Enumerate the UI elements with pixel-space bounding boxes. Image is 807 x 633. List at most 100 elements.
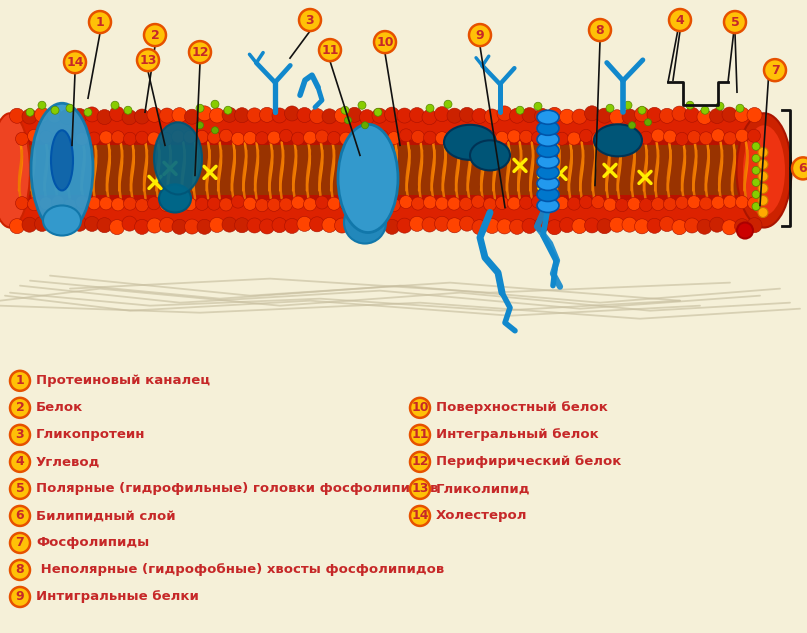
Circle shape: [747, 197, 760, 210]
Circle shape: [634, 219, 650, 234]
Text: Поверхностный белок: Поверхностный белок: [436, 401, 608, 415]
Circle shape: [758, 184, 768, 194]
Circle shape: [319, 39, 341, 61]
Circle shape: [397, 218, 412, 233]
Text: 11: 11: [321, 44, 339, 56]
Circle shape: [509, 108, 525, 123]
Circle shape: [374, 108, 382, 116]
Text: Фосфолипиды: Фосфолипиды: [36, 536, 149, 549]
Circle shape: [675, 196, 688, 210]
Circle shape: [736, 104, 744, 112]
Circle shape: [700, 132, 713, 145]
Ellipse shape: [470, 141, 510, 170]
Circle shape: [410, 506, 430, 526]
Circle shape: [10, 425, 30, 445]
Circle shape: [272, 218, 287, 233]
Text: 4: 4: [675, 13, 684, 27]
Circle shape: [260, 108, 274, 122]
Circle shape: [352, 197, 365, 211]
Circle shape: [51, 106, 59, 114]
Circle shape: [387, 132, 400, 144]
Circle shape: [359, 219, 374, 234]
Circle shape: [675, 132, 688, 146]
Circle shape: [752, 203, 760, 210]
Circle shape: [210, 217, 224, 232]
Circle shape: [672, 106, 687, 121]
Circle shape: [522, 108, 537, 123]
Circle shape: [123, 132, 136, 145]
Circle shape: [22, 109, 37, 124]
Circle shape: [85, 216, 99, 232]
Circle shape: [663, 197, 676, 211]
Circle shape: [235, 108, 249, 123]
Circle shape: [40, 130, 52, 144]
Text: Холестерол: Холестерол: [436, 510, 528, 522]
Circle shape: [448, 197, 461, 210]
Circle shape: [183, 197, 196, 211]
Circle shape: [111, 131, 124, 144]
Circle shape: [299, 9, 321, 31]
Circle shape: [122, 216, 137, 231]
Circle shape: [589, 19, 611, 41]
Circle shape: [409, 108, 424, 123]
Circle shape: [87, 197, 101, 210]
Circle shape: [547, 220, 562, 235]
Circle shape: [72, 108, 87, 123]
Text: 2: 2: [15, 401, 24, 415]
Circle shape: [303, 198, 316, 211]
Circle shape: [197, 219, 212, 234]
Circle shape: [196, 122, 203, 128]
Circle shape: [47, 218, 62, 234]
Circle shape: [10, 506, 30, 526]
Circle shape: [447, 218, 462, 233]
Circle shape: [734, 218, 750, 234]
Circle shape: [559, 109, 575, 124]
Circle shape: [211, 127, 219, 134]
Circle shape: [592, 132, 604, 145]
Circle shape: [347, 108, 362, 122]
Circle shape: [196, 104, 204, 112]
Circle shape: [495, 131, 508, 144]
Circle shape: [52, 132, 65, 145]
Circle shape: [110, 220, 124, 235]
Circle shape: [387, 199, 400, 211]
Circle shape: [434, 216, 449, 231]
Circle shape: [448, 130, 461, 143]
Circle shape: [172, 130, 185, 143]
Circle shape: [10, 398, 30, 418]
Text: 8: 8: [15, 563, 24, 577]
Circle shape: [459, 132, 473, 145]
FancyBboxPatch shape: [12, 115, 762, 225]
Circle shape: [195, 130, 208, 143]
Circle shape: [688, 130, 700, 144]
Circle shape: [136, 131, 148, 144]
Circle shape: [136, 199, 148, 212]
Circle shape: [207, 197, 220, 210]
Ellipse shape: [743, 125, 785, 215]
Circle shape: [291, 196, 304, 209]
Text: 9: 9: [15, 591, 24, 603]
Circle shape: [712, 129, 725, 142]
Ellipse shape: [43, 206, 81, 235]
Circle shape: [363, 199, 377, 211]
Circle shape: [422, 217, 437, 232]
Circle shape: [520, 196, 533, 210]
Circle shape: [235, 218, 249, 233]
Circle shape: [15, 197, 28, 210]
Circle shape: [137, 49, 159, 71]
Text: 12: 12: [191, 46, 209, 59]
Circle shape: [345, 116, 352, 124]
Circle shape: [597, 218, 612, 234]
Circle shape: [684, 107, 700, 122]
Circle shape: [724, 195, 737, 208]
Circle shape: [279, 129, 292, 142]
Text: Интегральный белок: Интегральный белок: [436, 429, 599, 441]
Circle shape: [232, 195, 245, 208]
Circle shape: [76, 196, 89, 209]
Circle shape: [224, 106, 232, 114]
Circle shape: [422, 110, 437, 125]
Circle shape: [639, 199, 653, 211]
Circle shape: [792, 158, 807, 179]
Text: 4: 4: [15, 455, 24, 468]
Circle shape: [122, 110, 137, 125]
